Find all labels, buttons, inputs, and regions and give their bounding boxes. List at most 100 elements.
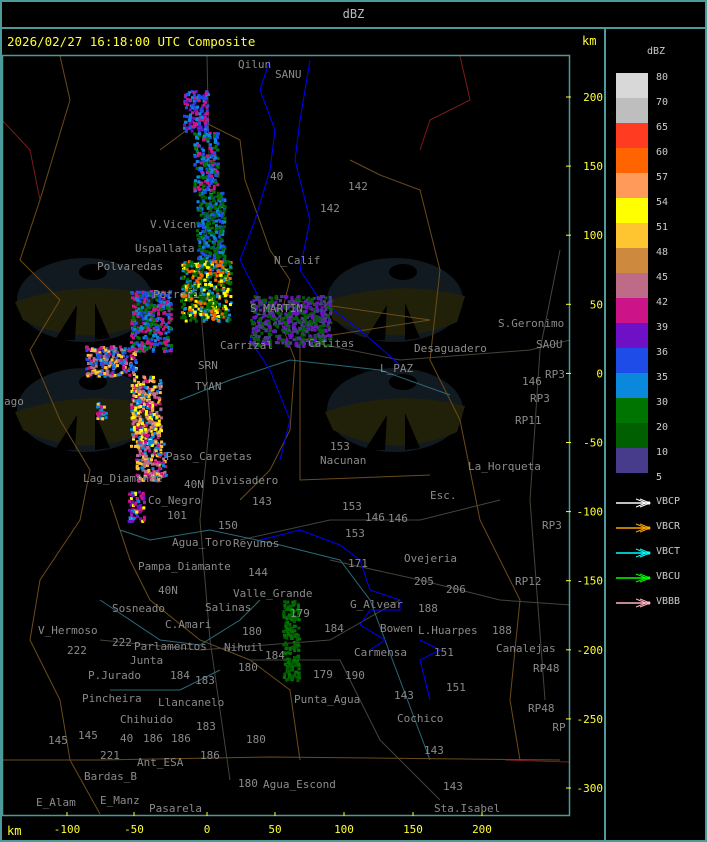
radar-echo [212,265,216,269]
radar-echo [203,176,207,180]
radar-echo [146,473,150,477]
radar-echo [200,195,204,199]
radar-echo [213,237,217,241]
radar-echo [192,90,196,94]
radar-echo [207,229,211,232]
station-label: VBCR [656,521,681,532]
place-label: Agua_Toro [172,536,232,549]
radar-echo [112,352,116,356]
radar-echo [293,602,297,606]
radar-echo [191,96,194,100]
place-label: 184 [170,669,190,682]
radar-echo [214,195,218,199]
radar-echo [191,125,195,129]
radar-echo [321,330,325,334]
radar-echo [228,288,232,292]
radar-echo [197,222,201,226]
radar-echo [152,476,156,480]
legend-label: 57 [656,172,669,183]
radar-echo [153,462,156,466]
radar-echo [146,337,150,341]
radar-echo [220,216,224,219]
radar-echo [227,268,231,271]
radar-echo [262,307,266,311]
radar-echo [183,95,187,99]
radar-echo [205,171,209,175]
radar-echo [150,377,154,381]
place-label: Pasarela [149,802,202,815]
radar-echo [213,162,217,166]
place-label: 180 [246,733,266,746]
radar-echo [285,667,289,670]
radar-echo [156,326,160,330]
radar-echo [208,144,212,148]
radar-echo [112,364,116,368]
radar-echo [146,445,150,449]
radar-echo [252,321,256,325]
radar-echo [133,379,137,383]
radar-echo [140,295,144,299]
radar-echo [217,304,221,308]
radar-echo [286,607,290,611]
radar-echo [214,173,218,177]
place-label: Esc. [430,489,457,502]
radar-echo [92,359,96,363]
radar-echo [209,306,213,310]
radar-echo [128,492,132,496]
place-label: RP [552,721,566,734]
radar-echo [192,263,196,267]
radar-echo [138,410,142,414]
radar-echo [193,187,197,191]
radar-echo [131,412,135,416]
radar-echo [289,341,293,345]
radar-echo [155,472,159,476]
radar-echo [209,196,213,200]
radar-echo [189,318,193,322]
radar-echo [203,307,207,311]
radar-echo [222,315,226,319]
radar-echo [196,233,200,237]
radar-echo [163,337,167,340]
radar-echo [189,260,193,264]
radar-echo [130,332,134,336]
radar-echo [193,117,197,120]
radar-echo [202,312,206,316]
radar-echo [213,254,217,258]
radar-echo [201,252,205,256]
radar-echo [206,224,210,228]
radar-echo [256,304,260,308]
radar-echo [303,310,306,314]
radar-echo [108,352,112,356]
radar-echo [250,341,253,345]
radar-echo [225,293,229,297]
radar-echo [192,99,196,103]
radar-echo [268,320,271,324]
radar-echo [159,323,163,327]
radar-echo [195,167,199,170]
radar-echo [137,311,141,315]
radar-echo [296,616,299,620]
radar-echo [328,300,332,304]
radar-echo [275,334,279,338]
radar-echo [195,110,199,114]
radar-echo [251,306,255,310]
radar-echo [162,442,166,446]
place-label: Divisadero [212,474,278,487]
radar-echo [209,207,213,210]
radar-echo [97,374,101,378]
radar-echo [326,305,330,309]
radar-echo [206,310,210,314]
radar-echo [148,416,152,419]
radar-echo [143,457,147,461]
radar-echo [219,220,222,224]
radar-echo [216,194,220,198]
radar-echo [223,216,227,220]
radar-echo [132,428,136,432]
radar-echo [208,146,212,150]
radar-echo [150,303,154,307]
radar-echo [206,302,210,306]
radar-echo [274,341,278,344]
radar-echo [211,212,215,216]
radar-echo [293,633,296,637]
